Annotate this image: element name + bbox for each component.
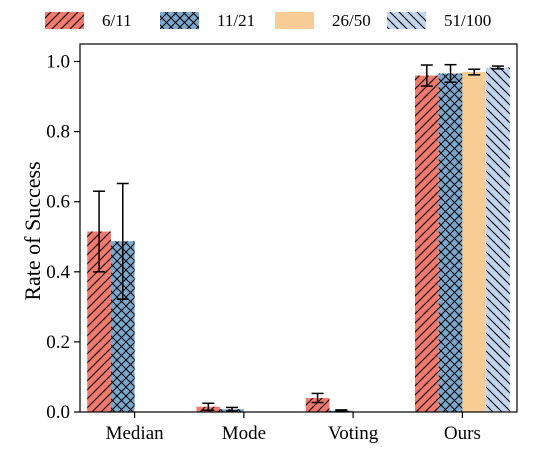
y-tick-label: 0.0 [46, 402, 70, 423]
y-axis-label: Rate of Success [20, 161, 45, 300]
legend-label-series-3: 51/100 [444, 11, 491, 30]
legend: 6/11 11/21 26/50 51/100 [45, 11, 491, 30]
x-tick-label: Ours [444, 423, 481, 444]
bars-group [87, 67, 510, 413]
y-tick-label: 1.0 [46, 52, 70, 73]
axes-group: 0.0 0.2 0.4 0.6 0.8 1.0 Median Mode Voting Ours [46, 43, 518, 444]
y-tick-label: 0.4 [46, 262, 70, 283]
bar-ours-series-2 [462, 72, 487, 413]
legend-label-series-0: 6/11 [102, 11, 132, 30]
bar-hatch-median-series-0 [87, 231, 111, 412]
bar-hatch-median-series-1 [110, 241, 135, 412]
bar-hatch-ours-series-0 [414, 75, 439, 413]
legend-swatch-hatch-series-3 [387, 12, 426, 29]
y-tick-label: 0.8 [46, 122, 70, 143]
x-tick-label: Mode [222, 423, 266, 444]
legend-label-series-1: 11/21 [217, 11, 255, 30]
legend-swatch-hatch-series-0 [45, 12, 84, 29]
legend-swatch-series-2 [275, 12, 314, 29]
error-bars-group [93, 63, 504, 413]
plot-frame [79, 43, 518, 413]
x-tick-label: Voting [328, 423, 379, 444]
bar-hatch-ours-series-1 [438, 73, 463, 412]
legend-label-series-2: 26/50 [332, 11, 371, 30]
legend-swatch-hatch-series-1 [160, 12, 199, 29]
bar-hatch-ours-series-3 [486, 67, 510, 412]
y-tick-label: 0.2 [46, 332, 70, 353]
bar-hatch-voting-series-0 [305, 397, 330, 412]
y-tick-label: 0.6 [46, 192, 70, 213]
x-tick-label: Median [106, 423, 165, 444]
